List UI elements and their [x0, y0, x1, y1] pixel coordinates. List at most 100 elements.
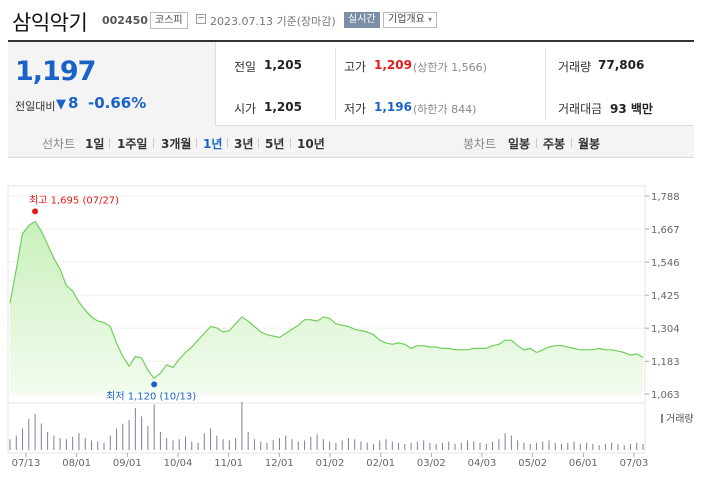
- volume-bar: [203, 433, 205, 450]
- volume-bar: [623, 445, 625, 450]
- volume-bar: [548, 440, 550, 450]
- chart-annotations: 최고 1,695 (07/27) 최저 1,120 (10/13): [29, 194, 196, 402]
- volume-bar: [53, 435, 55, 450]
- volume-bar: [272, 440, 274, 450]
- tab-divider: [290, 138, 291, 148]
- volume-bar: [611, 442, 613, 450]
- current-price-box: 1,197 전일대비 ▼ 8 -0.66%: [8, 42, 216, 126]
- tab-monthly[interactable]: 월봉: [578, 137, 601, 151]
- diff-percent: -0.66%: [88, 94, 147, 112]
- volume-bar: [523, 442, 525, 450]
- line-chart-title: 선차트: [42, 137, 76, 151]
- volume-bar: [579, 444, 581, 450]
- volume-bar: [404, 444, 406, 450]
- volume-bar: [629, 444, 631, 450]
- volume-bar: [441, 442, 443, 450]
- diff-value: 8: [68, 94, 79, 112]
- divider: [335, 48, 336, 120]
- volume-bar: [354, 439, 356, 450]
- volume-bar: [573, 441, 575, 450]
- volume-bar: [285, 435, 287, 450]
- candle-chart-title: 봉차트: [463, 137, 497, 151]
- volume-bar: [448, 441, 450, 450]
- volume-bar: [592, 444, 594, 450]
- volume-bar: [128, 420, 130, 450]
- volume-bar: [360, 441, 362, 450]
- volume-bar: [15, 435, 17, 450]
- volume-bar: [159, 432, 161, 450]
- tab-weekly[interactable]: 주봉: [543, 137, 566, 151]
- realtime-button[interactable]: 실시간: [344, 12, 380, 28]
- y-tick-label: 1,183: [651, 357, 680, 368]
- price-line: [9, 220, 644, 380]
- volume-bar: [373, 444, 375, 450]
- volume-bar: [172, 440, 174, 450]
- volume-bar: [90, 440, 92, 450]
- volume-bar: [604, 444, 606, 450]
- high-label: 최고 1,695 (07/27): [29, 194, 119, 206]
- volume-bar: [435, 444, 437, 450]
- high-marker: [32, 208, 39, 215]
- price-chart[interactable]: 1,788 1,667 1,546 1,425 1,304 1,183 1,063 07/1…: [0, 170, 701, 477]
- tab-divider: [227, 138, 228, 148]
- volume-bar: [134, 408, 136, 450]
- volume-bars: [9, 402, 644, 450]
- tab-1d[interactable]: 1일: [85, 137, 105, 151]
- trade-amount-value: 93 백만: [610, 102, 653, 116]
- tab-5y[interactable]: 5년: [265, 137, 285, 151]
- tab-1y[interactable]: 1년: [203, 137, 223, 151]
- x-tick-label: 10/04: [164, 458, 193, 469]
- tab-daily[interactable]: 일봉: [508, 137, 531, 151]
- high-value: 1,209: [374, 58, 412, 72]
- volume-bar: [247, 432, 249, 450]
- x-tick-label: 02/01: [366, 458, 395, 469]
- volume-bar: [542, 441, 544, 450]
- tab-divider: [571, 138, 572, 148]
- volume-bar: [147, 426, 149, 450]
- calendar-icon: [196, 14, 206, 24]
- tab-1w[interactable]: 1주일: [117, 137, 148, 151]
- stock-code: 002450: [102, 14, 148, 27]
- current-price: 1,197: [15, 56, 96, 87]
- volume-bar: [485, 444, 487, 450]
- volume-bar: [228, 440, 230, 450]
- down-arrow-icon: ▼: [56, 97, 66, 112]
- tab-3m[interactable]: 3개월: [161, 137, 192, 151]
- volume-bar: [84, 438, 86, 450]
- trade-amount-label: 거래대금: [558, 102, 603, 116]
- volume-bar: [335, 442, 337, 450]
- tab-10y[interactable]: 10년: [297, 137, 325, 151]
- volume-bar: [423, 440, 425, 450]
- price-area: [10, 221, 643, 394]
- x-tick-label: 08/01: [62, 458, 91, 469]
- base-date: 2023.07.13 기준(장마감): [210, 15, 336, 28]
- volume-bar: [517, 440, 519, 450]
- high-label: 고가: [344, 60, 367, 74]
- volume-bar: [216, 435, 218, 450]
- volume-bar: [166, 438, 168, 450]
- volume-bar: [460, 442, 462, 450]
- volume-bar: [429, 442, 431, 450]
- company-overview-button[interactable]: 기업개요 ▾: [383, 12, 438, 28]
- price-summary: 1,197 전일대비 ▼ 8 -0.66% 전일 1,205 시가 1,205 …: [8, 40, 694, 126]
- y-tick-label: 1,667: [651, 225, 680, 236]
- volume-bar: [366, 442, 368, 450]
- open-value: 1,205: [264, 100, 302, 114]
- volume-bar: [322, 439, 324, 450]
- y-axis-labels: 1,788 1,667 1,546 1,425 1,304 1,183 1,063: [645, 192, 680, 401]
- chart-period-tabs: 선차트 1일 1주일 3개월 1년 3년 5년 10년 봉차트 일봉 주봉 월봉: [8, 126, 694, 158]
- volume-bar: [9, 439, 11, 450]
- low-marker: [151, 381, 158, 388]
- volume-bar: [398, 442, 400, 450]
- volume-bar: [410, 442, 412, 450]
- tab-3y[interactable]: 3년: [234, 137, 254, 151]
- volume-bar: [184, 436, 186, 450]
- volume-bar: [291, 439, 293, 450]
- volume-value: 77,806: [598, 58, 645, 72]
- volume-bar: [278, 438, 280, 450]
- volume-bar: [316, 434, 318, 450]
- volume-bar: [253, 439, 255, 450]
- x-tick-label: 04/03: [468, 458, 497, 469]
- volume-bar: [379, 440, 381, 450]
- prev-close-value: 1,205: [264, 58, 302, 72]
